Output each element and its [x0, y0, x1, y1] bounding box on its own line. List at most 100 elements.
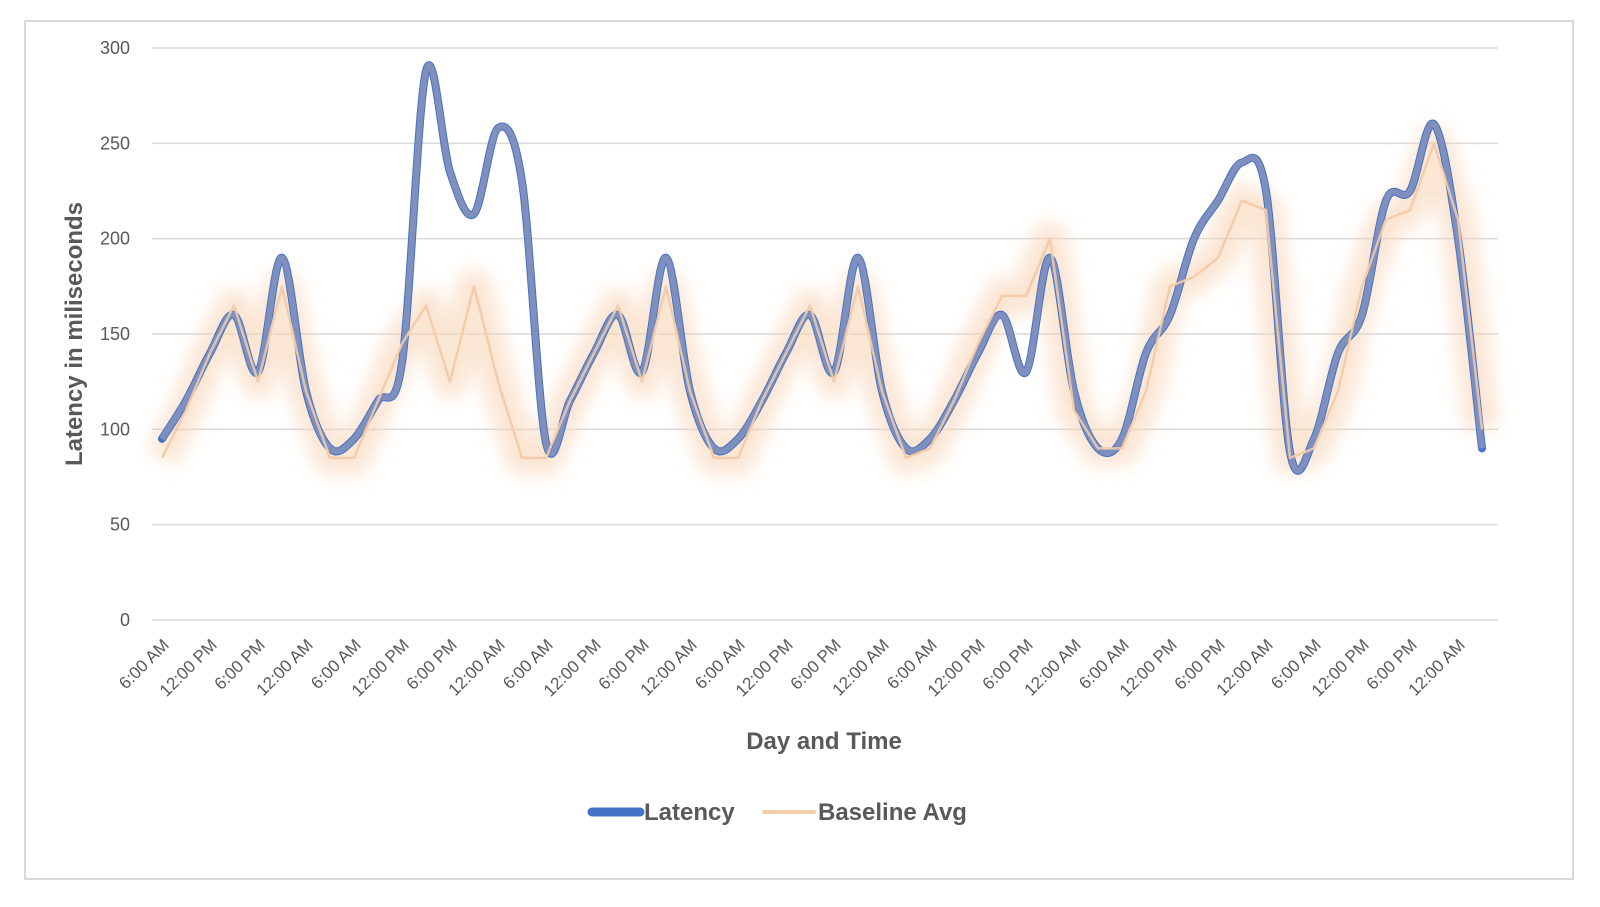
baseline-avg-point — [1456, 218, 1460, 222]
baseline-avg-point — [1216, 256, 1220, 260]
baseline-avg-point — [1120, 446, 1124, 450]
latency-point — [616, 313, 620, 317]
latency-point — [1192, 237, 1196, 241]
latency-point — [1288, 450, 1292, 454]
baseline-avg-point — [568, 399, 572, 403]
series-line-overlay — [159, 62, 1485, 474]
baseline-avg-point — [520, 456, 524, 460]
baseline-avg-point — [880, 389, 884, 393]
y-tick-label: 150 — [100, 324, 130, 344]
latency-point — [1168, 313, 1172, 317]
latency-point — [856, 256, 860, 260]
baseline-avg-point — [304, 389, 308, 393]
baseline-avg-point — [280, 284, 284, 288]
baseline-avg-point — [736, 456, 740, 460]
baseline-avg-point — [1000, 294, 1004, 298]
latency-point — [1144, 351, 1148, 355]
latency-point — [640, 370, 644, 374]
latency-point — [496, 126, 500, 130]
baseline-avg-point — [688, 389, 692, 393]
baseline-avg-point — [1168, 284, 1172, 288]
latency-point — [1432, 122, 1436, 126]
baseline-avg-point — [856, 284, 860, 288]
baseline-avg-point — [1480, 427, 1484, 431]
y-axis-title: Latency in miliseconds — [61, 202, 88, 466]
y-tick-label: 200 — [100, 229, 130, 249]
baseline-avg-point — [640, 380, 644, 384]
series-layer — [146, 61, 1499, 475]
latency-point — [256, 370, 260, 374]
y-tick-label: 100 — [100, 419, 130, 439]
y-axis-ticks: 0 50 100 150 200 250 300 — [100, 38, 130, 630]
latency-point — [328, 446, 332, 450]
latency-point — [664, 256, 668, 260]
baseline-avg-point — [1312, 446, 1316, 450]
latency-point — [1072, 389, 1076, 393]
baseline-avg-point — [1432, 141, 1436, 145]
baseline-avg-point — [544, 456, 548, 460]
baseline-avg-point — [1384, 218, 1388, 222]
baseline-avg-point — [424, 303, 428, 307]
latency-point — [400, 361, 404, 365]
legend-label-baseline-avg: Baseline Avg — [818, 799, 967, 826]
latency-point — [1408, 189, 1412, 193]
baseline-avg-point — [400, 342, 404, 346]
latency-point — [1264, 189, 1268, 193]
latency-point — [232, 313, 236, 317]
latency-point — [160, 437, 164, 441]
series-line-baseline-avg — [160, 142, 1484, 460]
latency-point — [808, 313, 812, 317]
baseline-avg-point — [496, 380, 500, 384]
latency-point — [352, 437, 356, 441]
baseline-avg-point — [256, 380, 260, 384]
baseline-avg-point — [1192, 275, 1196, 279]
baseline-avg-point — [928, 446, 932, 450]
y-tick-label: 0 — [120, 610, 130, 630]
baseline-avg-point — [832, 380, 836, 384]
baseline-avg-point — [1144, 389, 1148, 393]
baseline-avg-point — [616, 303, 620, 307]
legend: Latency Baseline Avg — [587, 799, 967, 826]
y-tick-label: 50 — [110, 515, 130, 535]
baseline-avg-point — [1360, 284, 1364, 288]
latency-point — [1216, 199, 1220, 203]
latency-point — [928, 437, 932, 441]
baseline-avg-point — [592, 351, 596, 355]
latency-point — [1312, 437, 1316, 441]
baseline-avg-point — [376, 399, 380, 403]
y-tick-label: 300 — [100, 38, 130, 58]
baseline-avg-point — [328, 456, 332, 460]
baseline-avg-point — [1024, 294, 1028, 298]
baseline-avg-point — [1240, 199, 1244, 203]
baseline-avg-point — [1096, 446, 1100, 450]
baseline-avg-point — [448, 380, 452, 384]
chart-frame: 0 50 100 150 200 250 300 6:00 AM 12:00 PM 6:00 P… — [24, 20, 1574, 880]
baseline-avg-point — [184, 408, 188, 412]
y-tick-label: 250 — [100, 133, 130, 153]
latency-point — [472, 212, 476, 216]
baseline-avg-point — [976, 342, 980, 346]
baseline-avg-point — [808, 303, 812, 307]
latency-point — [1360, 313, 1364, 317]
latency-point — [832, 370, 836, 374]
latency-point — [712, 446, 716, 450]
baseline-avg-point — [1336, 389, 1340, 393]
baseline-avg-point — [952, 399, 956, 403]
latency-point — [1384, 199, 1388, 203]
latency-point — [448, 170, 452, 174]
baseline-avg-point — [784, 351, 788, 355]
latency-point — [1048, 256, 1052, 260]
latency-point — [1240, 160, 1244, 164]
latency-point — [1480, 446, 1484, 450]
baseline-avg-point — [352, 456, 356, 460]
latency-point — [1336, 351, 1340, 355]
x-axis-title: Day and Time — [746, 728, 902, 755]
baseline-avg-point — [664, 284, 668, 288]
legend-label-latency: Latency — [644, 799, 735, 826]
baseline-avg-point — [760, 399, 764, 403]
latency-point — [736, 437, 740, 441]
baseline-avg-point — [712, 456, 716, 460]
baseline-avg-point — [232, 303, 236, 307]
